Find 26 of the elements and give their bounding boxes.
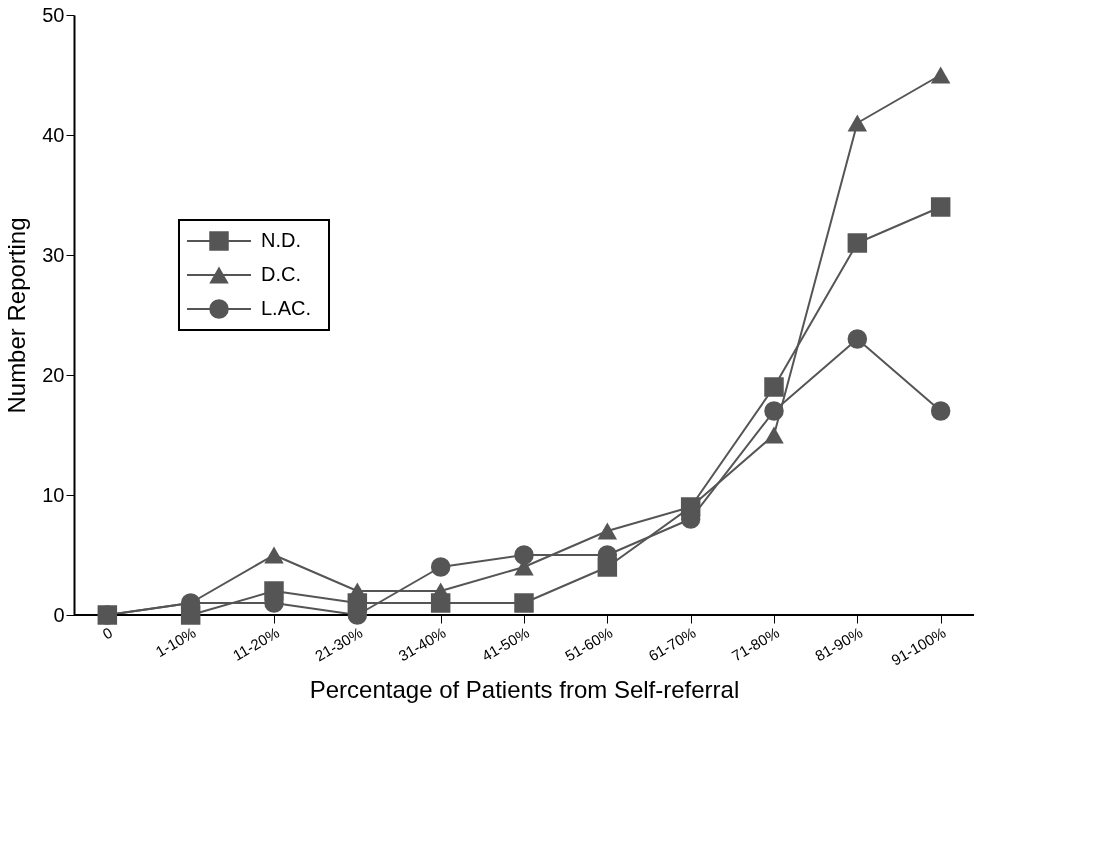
point	[930, 66, 951, 84]
point	[764, 377, 784, 397]
y-tick-label: 50	[42, 3, 65, 26]
x-axis-title: Percentage of Patients from Self-referral	[309, 675, 740, 703]
legend-label: D.C.	[261, 263, 301, 285]
point	[597, 522, 618, 540]
point	[514, 593, 534, 613]
point	[264, 546, 284, 564]
point	[930, 401, 951, 421]
point	[847, 114, 868, 132]
legend-label: N.D.	[261, 229, 301, 251]
point	[514, 545, 534, 565]
point	[430, 557, 451, 577]
point	[764, 426, 784, 444]
y-axis-title: Number Reporting	[3, 217, 31, 414]
point	[847, 233, 868, 253]
y-tick-label: 40	[42, 123, 65, 146]
y-tick-label: 10	[42, 483, 65, 506]
y-tick-label: 30	[42, 243, 65, 266]
x-tick-label: 0	[99, 623, 116, 643]
legend-label: L.AC.	[261, 297, 312, 319]
y-tick-label: 20	[42, 363, 65, 386]
point	[930, 197, 951, 217]
y-tick-label: 0	[53, 603, 65, 626]
point	[764, 401, 784, 421]
point	[847, 329, 868, 349]
